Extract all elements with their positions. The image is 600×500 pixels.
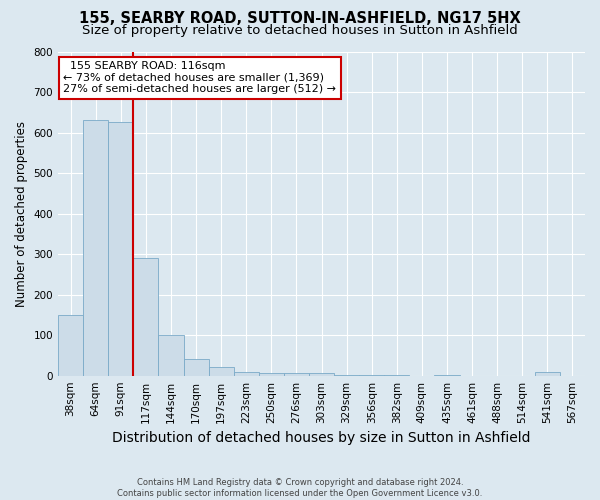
Bar	[184, 360, 209, 376]
Bar	[209, 367, 233, 376]
Text: 155 SEARBY ROAD: 116sqm
← 73% of detached houses are smaller (1,369)
27% of semi: 155 SEARBY ROAD: 116sqm ← 73% of detache…	[64, 61, 337, 94]
Bar	[108, 122, 133, 376]
Y-axis label: Number of detached properties: Number of detached properties	[15, 120, 28, 306]
Bar	[259, 373, 284, 376]
Bar	[83, 120, 108, 376]
Bar	[58, 315, 83, 376]
Bar	[284, 373, 309, 376]
Bar	[233, 372, 259, 376]
Bar	[535, 372, 560, 376]
Bar	[158, 335, 184, 376]
Bar	[133, 258, 158, 376]
Text: Contains HM Land Registry data © Crown copyright and database right 2024.
Contai: Contains HM Land Registry data © Crown c…	[118, 478, 482, 498]
Text: 155, SEARBY ROAD, SUTTON-IN-ASHFIELD, NG17 5HX: 155, SEARBY ROAD, SUTTON-IN-ASHFIELD, NG…	[79, 11, 521, 26]
Bar	[309, 373, 334, 376]
X-axis label: Distribution of detached houses by size in Sutton in Ashfield: Distribution of detached houses by size …	[112, 431, 531, 445]
Text: Size of property relative to detached houses in Sutton in Ashfield: Size of property relative to detached ho…	[82, 24, 518, 37]
